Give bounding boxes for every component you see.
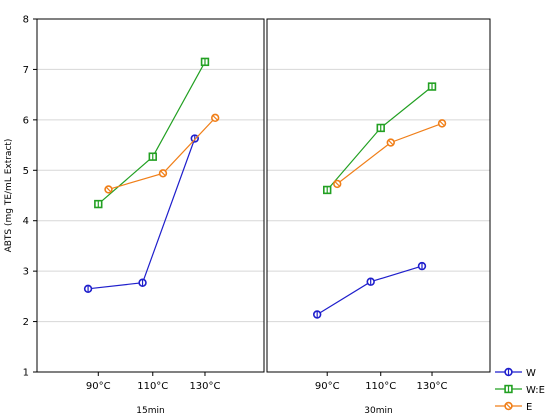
text-layer: ABTS (mg TE/mL Extract) 1 2 3 4 5 6 7 8 90°C 110°… bbox=[4, 15, 448, 417]
series-line-panel-1-E bbox=[108, 117, 216, 190]
legend-label-E: E bbox=[526, 402, 532, 413]
data-point-panel-2-E-2-marker-tick bbox=[439, 120, 446, 127]
panel-label-1: 15min bbox=[136, 406, 164, 416]
y-tick-label-7: 7 bbox=[23, 65, 29, 76]
series-line-panel-2-W bbox=[316, 265, 423, 316]
y-tick-label-6: 6 bbox=[23, 115, 29, 126]
panel-frame-2 bbox=[266, 18, 491, 373]
y-tick-label-1: 1 bbox=[23, 368, 29, 379]
legend: W W:E E bbox=[495, 367, 545, 413]
x-tick-label-panel-2-2: 130°C bbox=[416, 381, 447, 392]
series-line-panel-2-W:E bbox=[326, 86, 433, 191]
x-tick-label-panel-1-2: 130°C bbox=[189, 381, 220, 392]
legend-marker-E-marker-tick bbox=[505, 402, 512, 410]
series-line-panel-1-W:E bbox=[97, 61, 206, 205]
panel-label-2: 30min bbox=[364, 406, 392, 416]
y-tick-label-4: 4 bbox=[23, 216, 29, 227]
panel-frame-1 bbox=[36, 18, 265, 373]
y-tick-label-8: 8 bbox=[23, 15, 29, 26]
frame-layer bbox=[33, 18, 491, 376]
data-point-panel-2-E-0-marker-tick bbox=[334, 180, 341, 187]
y-tick-label-5: 5 bbox=[23, 166, 29, 177]
legend-label-W:E: W:E bbox=[526, 385, 545, 396]
series-layer bbox=[83, 57, 447, 319]
x-tick-label-panel-2-0: 90°C bbox=[315, 381, 340, 392]
y-tick-label-3: 3 bbox=[23, 267, 29, 278]
y-axis-label: ABTS (mg TE/mL Extract) bbox=[4, 139, 14, 253]
x-tick-label-panel-2-1: 110°C bbox=[365, 381, 396, 392]
data-point-panel-1-E-2-marker-tick bbox=[212, 114, 219, 121]
series-line-panel-2-E bbox=[336, 122, 443, 185]
data-point-panel-1-E-0-marker-tick bbox=[105, 186, 112, 193]
x-tick-label-panel-1-1: 110°C bbox=[137, 381, 168, 392]
series-line-panel-1-W bbox=[88, 138, 196, 290]
data-point-panel-1-E-1-marker-tick bbox=[159, 170, 167, 177]
y-tick-label-2: 2 bbox=[23, 317, 29, 328]
legend-label-W: W bbox=[526, 368, 536, 379]
x-tick-label-panel-1-0: 90°C bbox=[86, 381, 111, 392]
grid-layer bbox=[37, 68, 490, 323]
data-point-panel-2-E-1-marker-tick bbox=[387, 139, 394, 146]
